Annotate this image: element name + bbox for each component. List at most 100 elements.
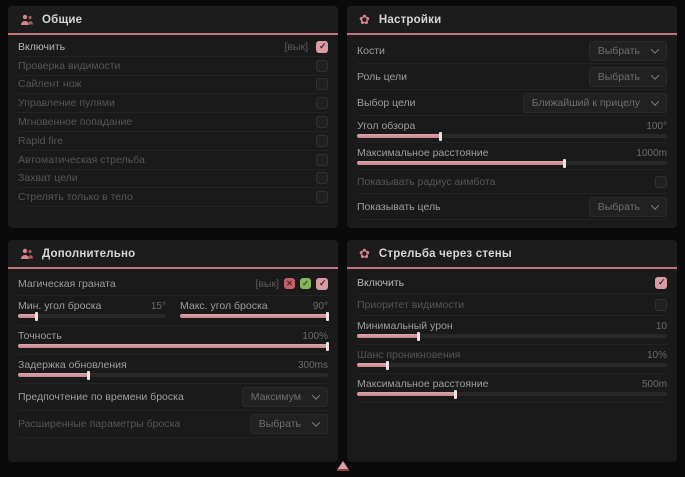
- panel-general: Общие Включить [вык] Проверка видимости …: [8, 6, 338, 228]
- select-label: Показывать цель: [357, 200, 441, 213]
- panel-wallbang: ✿ Стрельба через стены Включить Приорите…: [347, 240, 677, 462]
- advanced-throw-dropdown[interactable]: Выбрать: [249, 414, 328, 434]
- select-row-target-role: Роль цели Выбрать: [357, 64, 667, 90]
- panel-title: Общие: [42, 13, 83, 26]
- slider-value: 10%: [646, 349, 667, 361]
- red-toggle-icon[interactable]: ✕: [284, 278, 295, 289]
- checkbox[interactable]: [655, 175, 667, 188]
- slider-thumb[interactable]: [35, 311, 39, 321]
- toggle-label: Включить: [18, 40, 66, 53]
- max-distance-slider[interactable]: [357, 158, 667, 168]
- slider-row-min-angle: Мин. угол броска 15°: [18, 296, 166, 325]
- flower-icon: ✿: [359, 12, 370, 27]
- slider-row-update-delay: Задержка обновления 300ms: [18, 355, 328, 384]
- checkbox[interactable]: [316, 277, 328, 290]
- state-hint: [вык]: [284, 40, 308, 53]
- dropdown-value: Максимум: [250, 391, 301, 403]
- slider-thumb[interactable]: [562, 158, 566, 168]
- panel-additional: Дополнительно Магическая граната [вык] ✕…: [8, 240, 338, 462]
- pointer-indicator: [337, 461, 349, 471]
- people-icon: [20, 248, 33, 260]
- bones-dropdown[interactable]: Выбрать: [588, 40, 667, 61]
- slider-value: 15°: [150, 300, 166, 312]
- toggle-row: Мгновенное попадание: [18, 113, 328, 132]
- slider-row-fov: Угол обзора 100°: [357, 116, 667, 143]
- toggle-label: Включить: [357, 276, 405, 289]
- wall-max-distance-slider[interactable]: [357, 389, 667, 399]
- slider-label: Точность: [18, 330, 62, 342]
- toggle-label: Стрелять только в тело: [18, 191, 133, 204]
- checkbox[interactable]: [316, 134, 328, 147]
- penetration-chance-slider[interactable]: [357, 360, 667, 370]
- toggle-row-visibility-priority: Приоритет видимости: [357, 294, 667, 316]
- fov-slider[interactable]: [357, 131, 667, 141]
- checkbox[interactable]: [316, 172, 328, 185]
- slider-thumb[interactable]: [87, 370, 91, 380]
- slider-value: 10: [655, 320, 667, 332]
- show-target-dropdown[interactable]: Выбрать: [588, 196, 667, 217]
- flower-icon: ✿: [359, 246, 370, 261]
- select-label: Кости: [357, 44, 385, 57]
- min-angle-slider[interactable]: [18, 311, 166, 321]
- slider-thumb[interactable]: [454, 389, 458, 399]
- slider-value: 300ms: [297, 359, 328, 371]
- checkbox[interactable]: [316, 191, 328, 204]
- toggle-row: Автоматическая стрельба: [18, 151, 328, 170]
- accuracy-slider[interactable]: [18, 341, 329, 351]
- checkbox[interactable]: [316, 116, 328, 129]
- slider-value: 100°: [646, 120, 667, 132]
- slider-label: Минимальный урон: [357, 320, 453, 332]
- dropdown-value: Выбрать: [597, 70, 640, 83]
- slider-thumb[interactable]: [386, 360, 389, 370]
- toggle-label: Управление пулями: [18, 97, 115, 110]
- select-row-advanced-throw: Расширенные параметры броска Выбрать: [18, 411, 328, 438]
- toggle-label: Сайлент нож: [18, 78, 82, 91]
- dropdown-value: Выбрать: [258, 418, 301, 430]
- green-toggle-icon[interactable]: ✓: [300, 278, 311, 289]
- checkbox[interactable]: [655, 276, 667, 289]
- toggle-row-magic-grenade: Магическая граната [вык] ✕ ✓: [18, 272, 328, 296]
- slider-thumb[interactable]: [438, 131, 442, 141]
- panel-general-header: Общие: [8, 6, 338, 35]
- throw-time-dropdown[interactable]: Максимум: [241, 387, 328, 407]
- checkbox[interactable]: [316, 40, 328, 53]
- chevron-down-icon: [650, 44, 660, 54]
- toggle-label: Приоритет видимости: [357, 298, 465, 311]
- dropdown-value: Ближайший к прицелу: [531, 96, 640, 109]
- toggle-label: Мгновенное попадание: [18, 116, 133, 129]
- target-role-dropdown[interactable]: Выбрать: [588, 66, 667, 87]
- checkbox[interactable]: [316, 97, 328, 110]
- toggle-label: Магическая граната: [18, 277, 116, 290]
- dual-slider-row-throw-angles: Мин. угол броска 15° Макс. угол броска 9…: [18, 296, 329, 326]
- checkbox[interactable]: [316, 153, 328, 166]
- panel-title: Дополнительно: [42, 247, 136, 260]
- slider-row-penetration-chance: Шанс проникновения 10%: [357, 345, 667, 374]
- panel-title: Настройки: [378, 13, 442, 26]
- panel-wallbang-header: ✿ Стрельба через стены: [347, 240, 677, 269]
- toggle-row-show-radius: Показывать радиус аимбота: [357, 170, 667, 194]
- panel-additional-header: Дополнительно: [8, 240, 338, 269]
- slider-row-max-distance: Максимальное расстояние 500m: [357, 374, 667, 403]
- checkbox[interactable]: [655, 298, 667, 311]
- slider-label: Угол обзора: [357, 120, 416, 132]
- slider-thumb[interactable]: [326, 311, 329, 321]
- select-row-bones: Кости Выбрать: [357, 38, 667, 64]
- toggle-row: Проверка видимости: [18, 57, 328, 76]
- update-delay-slider[interactable]: [18, 370, 328, 380]
- select-row-show-target: Показывать цель Выбрать: [357, 194, 667, 220]
- select-row-target-select: Выбор цели Ближайший к прицелу: [357, 90, 667, 116]
- checkbox[interactable]: [316, 78, 328, 91]
- people-icon: [20, 14, 33, 26]
- min-damage-slider[interactable]: [357, 331, 667, 341]
- chevron-down-icon: [311, 391, 321, 400]
- target-select-dropdown[interactable]: Ближайший к прицелу: [522, 92, 667, 113]
- panel-settings: ✿ Настройки Кости Выбрать Роль цели Выбр…: [347, 6, 677, 228]
- slider-thumb[interactable]: [417, 331, 420, 341]
- slider-label: Задержка обновления: [18, 359, 127, 371]
- checkbox[interactable]: [316, 59, 328, 72]
- slider-label: Максимальное расстояние: [357, 378, 489, 390]
- slider-thumb[interactable]: [326, 341, 329, 351]
- max-angle-slider[interactable]: [180, 311, 329, 321]
- slider-value: 500m: [641, 378, 667, 390]
